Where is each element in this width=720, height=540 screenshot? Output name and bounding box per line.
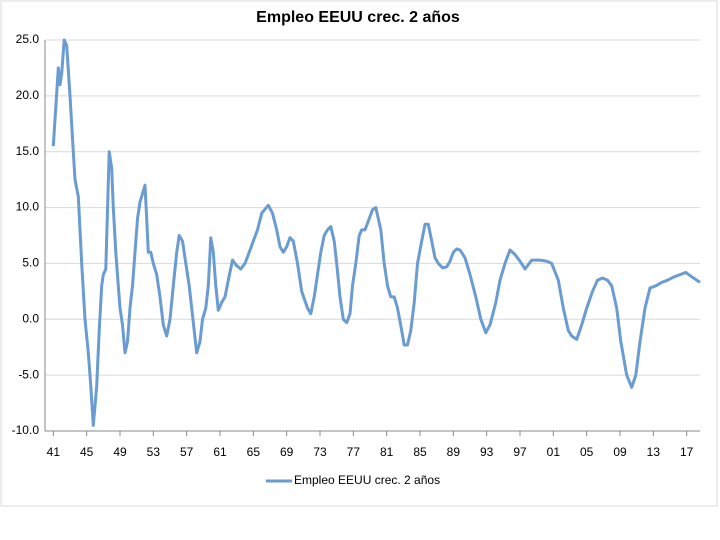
x-tick-label: 85: [413, 445, 427, 459]
x-tick-label: 65: [247, 445, 261, 459]
y-tick-label: -10.0: [12, 423, 40, 437]
x-tick-label: 69: [280, 445, 294, 459]
chart-frame: [0, 0, 718, 507]
x-tick-label: 81: [380, 445, 394, 459]
data-line: [51, 38, 701, 427]
y-tick-label: 15.0: [16, 144, 40, 158]
chart-title: Empleo EEUU crec. 2 años: [256, 9, 460, 26]
x-tick-label: 97: [513, 445, 527, 459]
x-tick-label: 49: [113, 445, 127, 459]
legend-label: Empleo EEUU crec. 2 años: [294, 473, 440, 487]
x-tick-label: 57: [180, 445, 194, 459]
x-tick-label: 09: [613, 445, 627, 459]
x-tick-label: 61: [213, 445, 227, 459]
x-tick-label: 93: [480, 445, 494, 459]
x-tick-label: 17: [680, 445, 694, 459]
y-tick-label: 10.0: [16, 200, 40, 214]
x-tick-label: 05: [580, 445, 594, 459]
x-tick-label: 73: [313, 445, 327, 459]
y-tick-label: 25.0: [16, 32, 40, 46]
x-tick-label: 45: [80, 445, 94, 459]
x-tick-label: 77: [347, 445, 361, 459]
y-tick-label: 5.0: [22, 256, 39, 270]
x-tick-label: 13: [647, 445, 661, 459]
y-tick-label: 20.0: [16, 88, 40, 102]
x-tick-label: 89: [447, 445, 461, 459]
x-tick-label: 53: [147, 445, 161, 459]
y-tick-label: -5.0: [18, 367, 39, 381]
y-tick-label: 0.0: [22, 311, 39, 325]
x-tick-label: 41: [47, 445, 61, 459]
x-tick-label: 01: [547, 445, 561, 459]
